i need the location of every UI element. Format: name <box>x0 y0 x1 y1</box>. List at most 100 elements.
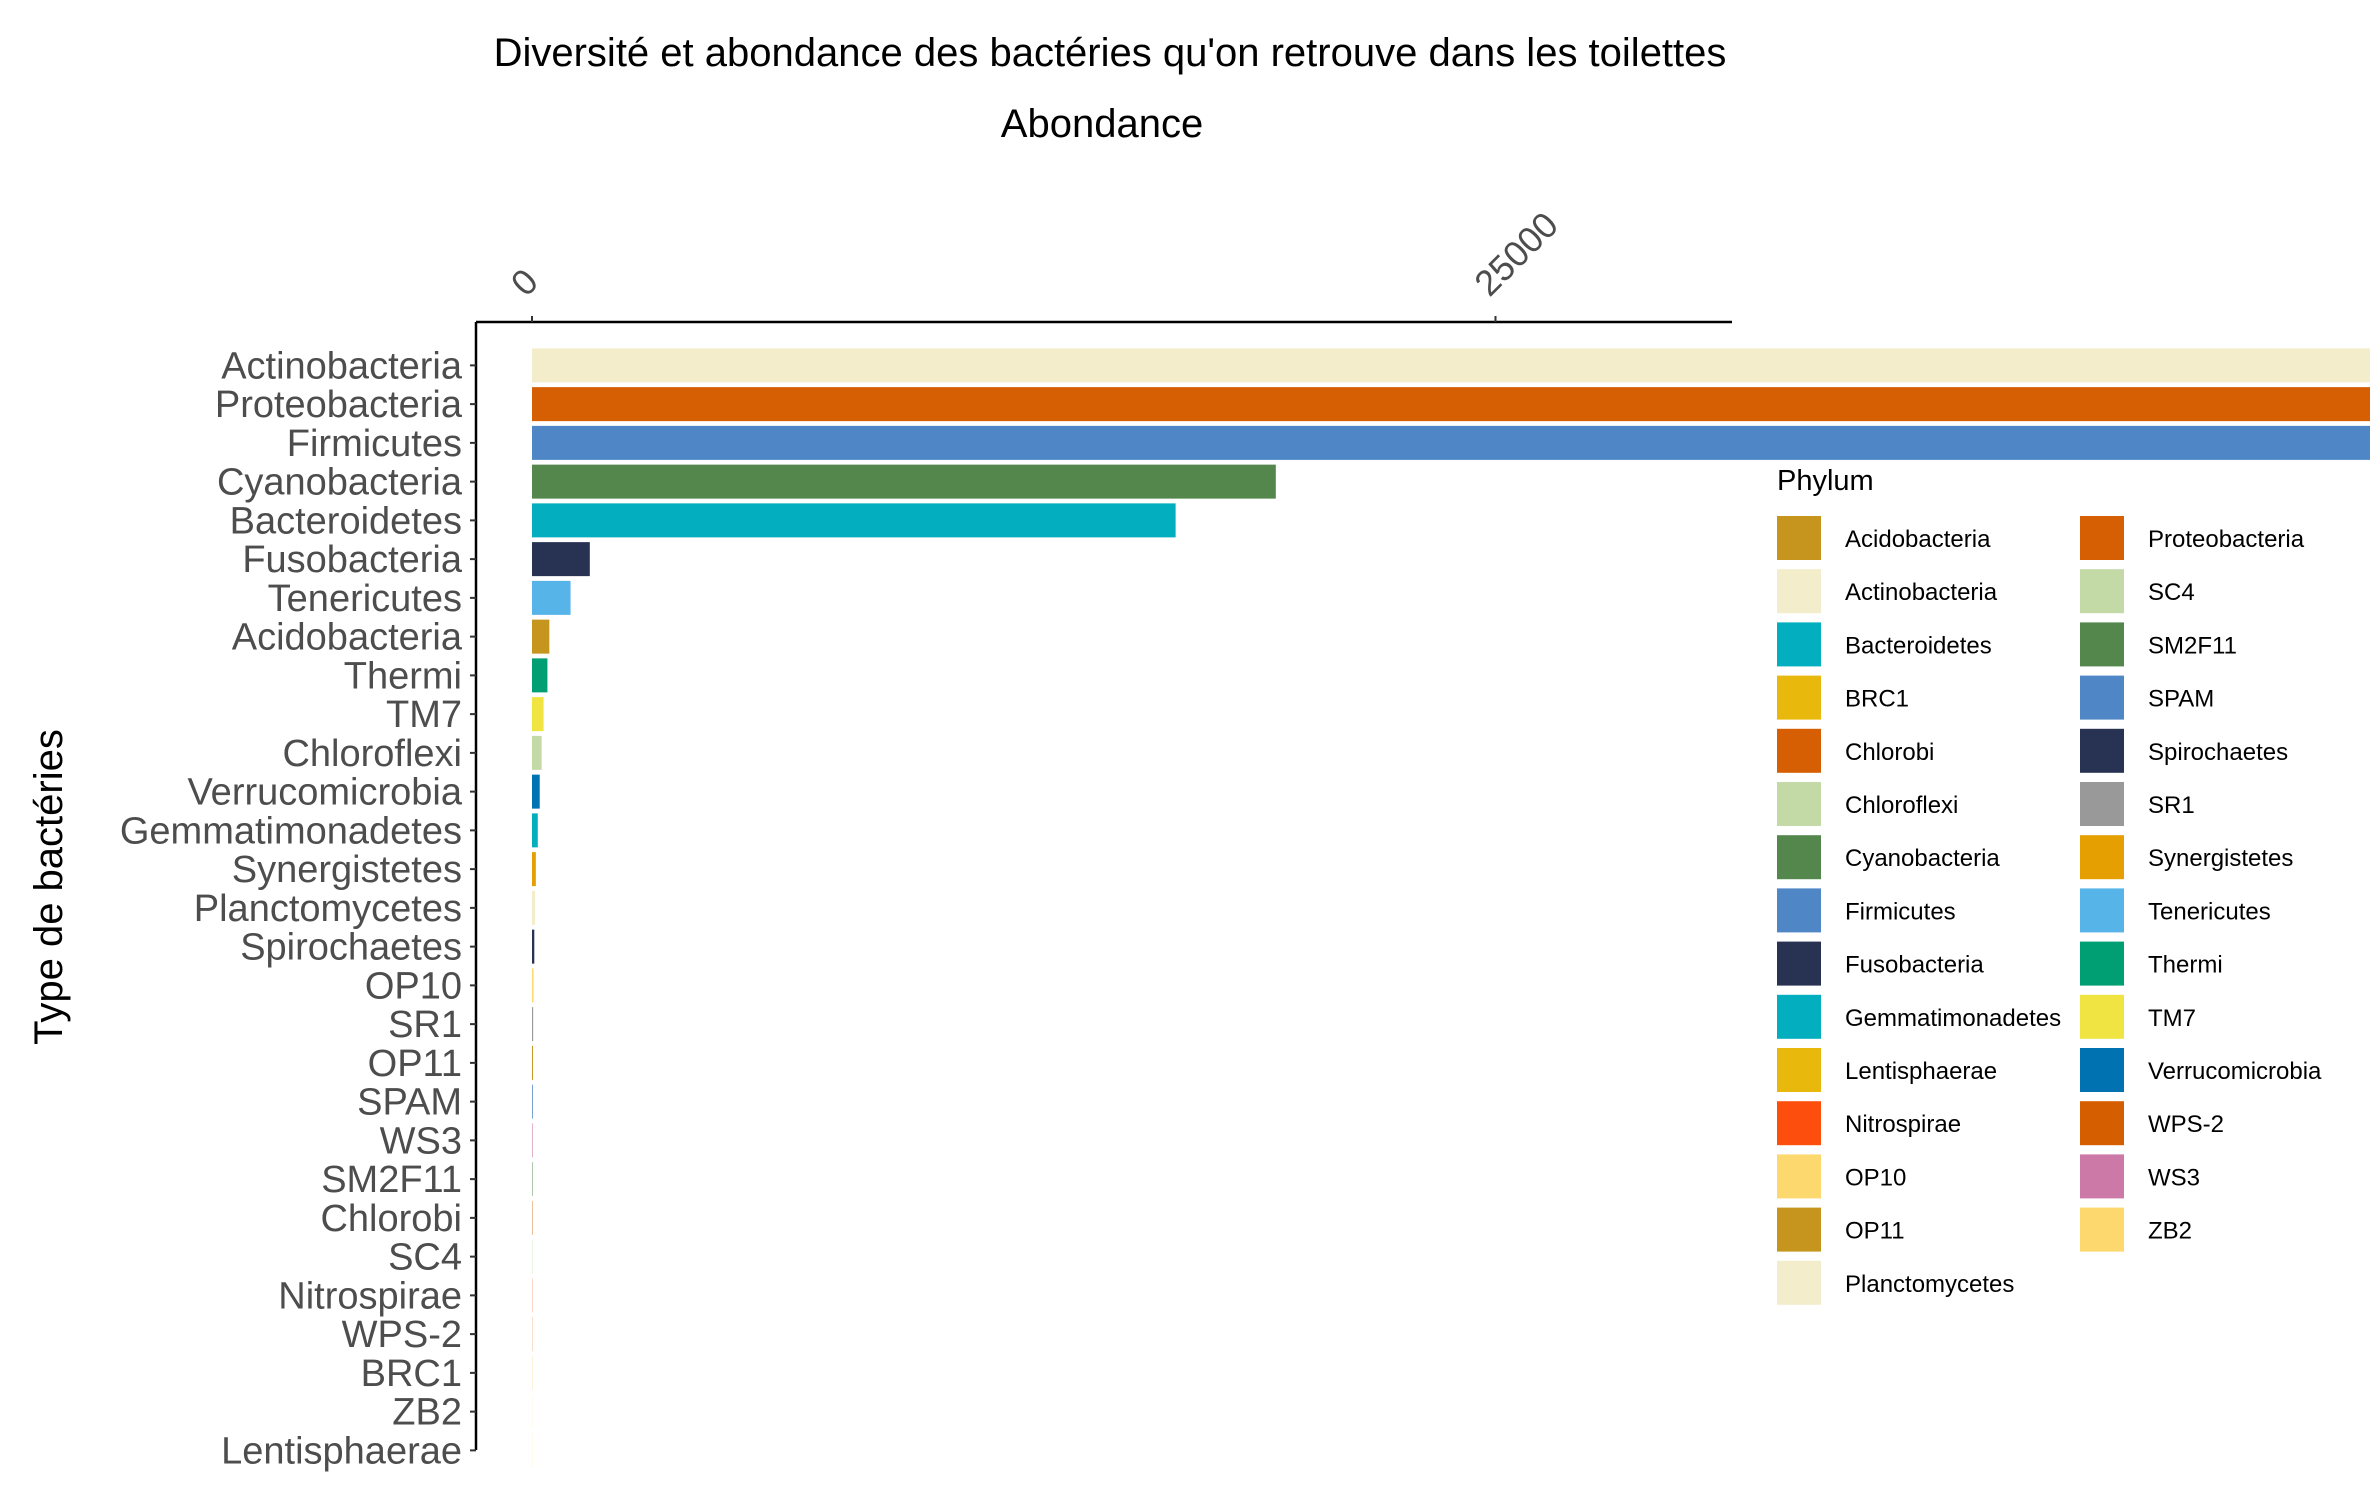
y-tick-label: BRC1 <box>361 1353 462 1395</box>
y-tick-label: Actinobacteria <box>221 345 463 387</box>
bar <box>532 930 534 964</box>
legend-swatch <box>1777 835 1821 879</box>
y-tick-label: OP10 <box>365 965 462 1007</box>
legend-swatch <box>1777 1261 1821 1305</box>
bar <box>532 426 2370 460</box>
bar <box>532 813 538 847</box>
y-tick-label: Acidobacteria <box>232 617 463 659</box>
legend-label: Bacteroidetes <box>1845 632 1992 659</box>
bar <box>532 348 2370 382</box>
x-axis: 0250005000075000100000 <box>476 190 2370 322</box>
legend-swatch <box>2080 835 2124 879</box>
legend-label: Chlorobi <box>1845 739 1934 766</box>
legend-label: Cyanobacteria <box>1845 845 2000 872</box>
y-tick-label: SC4 <box>388 1237 462 1279</box>
legend-swatch <box>1777 1154 1821 1198</box>
y-tick-label: Tenericutes <box>268 578 462 620</box>
bar <box>532 658 547 692</box>
legend-label: SM2F11 <box>2148 632 2237 659</box>
y-tick-label: WS3 <box>380 1120 462 1162</box>
y-tick-label: OP11 <box>368 1043 462 1085</box>
legend-label: OP11 <box>1845 1218 1905 1245</box>
legend-swatch <box>1777 782 1821 826</box>
legend-swatch <box>1777 1101 1821 1145</box>
y-tick-label: Nitrospirae <box>278 1275 462 1317</box>
legend-swatch <box>2080 676 2124 720</box>
bar <box>532 775 540 809</box>
y-tick-label: WPS-2 <box>342 1314 462 1356</box>
legend-swatch <box>1777 1048 1821 1092</box>
y-tick-label: SM2F11 <box>321 1159 462 1201</box>
legend-swatch <box>2080 888 2124 932</box>
y-tick-label: Planctomycetes <box>194 888 462 930</box>
bar <box>532 465 1276 499</box>
legend-label: Actinobacteria <box>1845 579 1998 606</box>
y-tick-label: Thermi <box>344 655 462 697</box>
bar <box>532 620 549 654</box>
legend-swatch <box>2080 782 2124 826</box>
y-tick-label: Proteobacteria <box>215 384 463 426</box>
x-tick-label: 0 <box>503 261 546 304</box>
y-tick-label: Lentisphaerae <box>221 1430 462 1472</box>
legend-label: BRC1 <box>1845 686 1909 713</box>
legend-label: Tenericutes <box>2148 898 2271 925</box>
legend-swatch <box>2080 729 2124 773</box>
legend-swatch <box>1777 942 1821 986</box>
legend-label: Thermi <box>2148 952 2223 979</box>
bar <box>532 581 571 615</box>
legend-swatch <box>1777 622 1821 666</box>
y-tick-label: SR1 <box>388 1004 462 1046</box>
bar <box>532 542 590 576</box>
bar <box>532 387 2370 421</box>
y-tick-label: Bacteroidetes <box>230 500 462 542</box>
legend-label: Fusobacteria <box>1845 952 1984 979</box>
y-tick-label: Spirochaetes <box>240 927 462 969</box>
bar <box>532 852 536 886</box>
legend-label: Acidobacteria <box>1845 526 1991 553</box>
legend-swatch <box>1777 888 1821 932</box>
legend-swatch <box>1777 516 1821 560</box>
legend-label: SPAM <box>2148 686 2214 713</box>
legend-label: Proteobacteria <box>2148 526 2305 553</box>
legend-label: ZB2 <box>2148 1218 2192 1245</box>
legend-label: Synergistetes <box>2148 845 2293 872</box>
y-tick-label: SPAM <box>357 1082 462 1124</box>
legend-swatch <box>2080 995 2124 1039</box>
y-tick-label: Gemmatimonadetes <box>120 810 462 852</box>
bar <box>532 697 544 731</box>
y-tick-label: Chlorobi <box>320 1198 462 1240</box>
bar <box>532 968 534 1002</box>
legend-swatch <box>2080 1101 2124 1145</box>
legend-label: OP10 <box>1845 1164 1906 1191</box>
legend-swatch <box>1777 569 1821 613</box>
x-axis-title: Abondance <box>1001 102 1203 146</box>
legend-swatch <box>2080 622 2124 666</box>
bar <box>532 503 1176 537</box>
x-tick-label: 25000 <box>1466 204 1566 304</box>
y-axis: ActinobacteriaProteobacteriaFirmicutesCy… <box>120 322 476 1472</box>
y-axis-title: Type de bactéries <box>27 729 71 1045</box>
legend-swatch <box>1777 995 1821 1039</box>
legend-swatch <box>2080 1154 2124 1198</box>
legend-label: Spirochaetes <box>2148 739 2288 766</box>
legend-swatch <box>2080 1048 2124 1092</box>
y-tick-label: Chloroflexi <box>282 733 462 775</box>
legend-title: Phylum <box>1777 465 1874 497</box>
chart-title: Diversité et abondance des bactéries qu'… <box>494 31 1727 75</box>
legend-swatch <box>2080 516 2124 560</box>
y-tick-label: Firmicutes <box>287 423 462 465</box>
y-tick-label: ZB2 <box>392 1392 462 1434</box>
y-tick-label: Fusobacteria <box>242 539 463 581</box>
bar <box>532 1123 533 1157</box>
legend-label: Lentisphaerae <box>1845 1058 1997 1085</box>
legend-label: WS3 <box>2148 1164 2200 1191</box>
bar <box>532 1085 533 1119</box>
legend: Phylum Acidobacteria Actinobacteria Bacter… <box>1777 465 2322 1305</box>
legend-swatch <box>1777 676 1821 720</box>
y-tick-label: Synergistetes <box>232 849 462 891</box>
legend-swatch <box>2080 569 2124 613</box>
legend-swatch <box>1777 729 1821 773</box>
legend-label: Nitrospirae <box>1845 1111 1961 1138</box>
